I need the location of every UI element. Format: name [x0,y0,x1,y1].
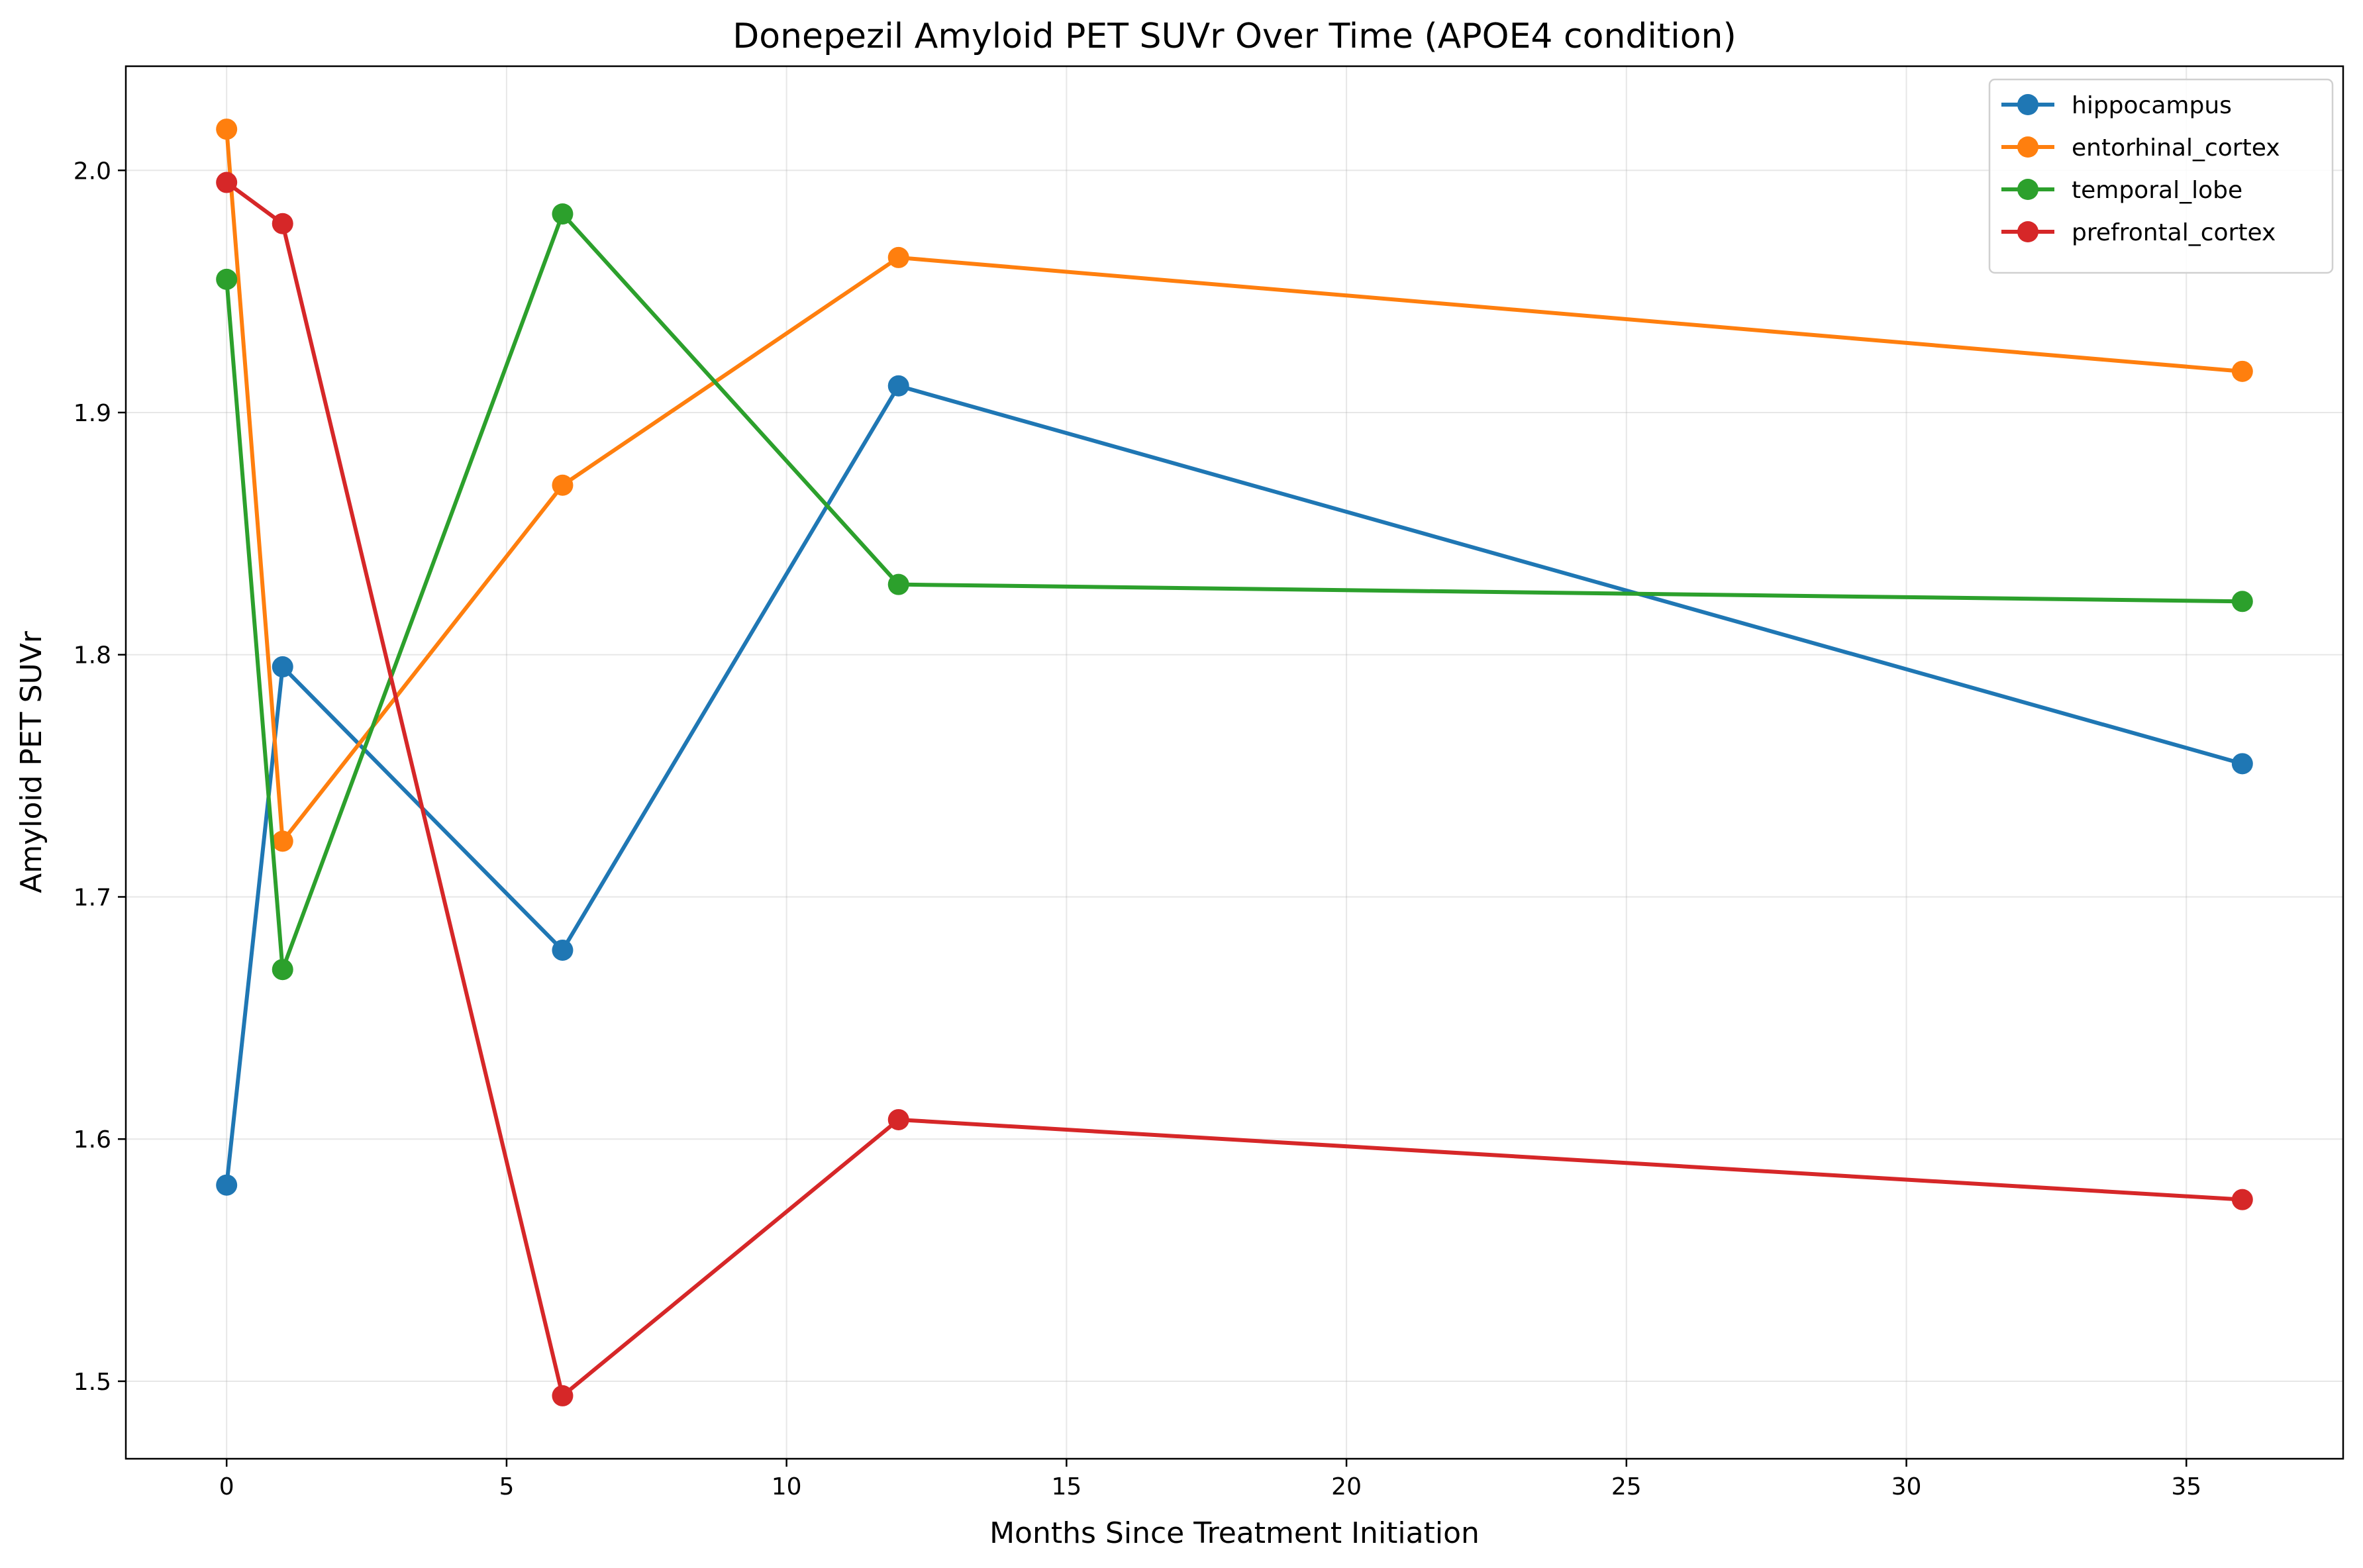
data-point [216,1174,238,1196]
legend-marker [2017,136,2038,158]
legend: hippocampus entorhinal_cortex temporal_lob… [1988,78,2334,274]
x-tick-label: 30 [1891,1473,1922,1500]
series-temporal_lobe [216,203,2253,981]
data-point [887,246,909,268]
legend-item: temporal_lobe [2001,177,2242,204]
series-prefrontal_cortex [216,172,2253,1406]
y-tick-label: 1.5 [74,1369,111,1396]
series-line [225,383,2243,1186]
y-tick-label: 1.7 [74,884,111,911]
grid-lines [126,66,2343,1459]
data-point [216,119,238,140]
x-tick-label: 35 [2171,1473,2201,1500]
y-tick-label: 2.0 [74,158,111,185]
data-point [216,172,238,193]
data-point [552,1385,574,1406]
data-point [272,213,293,234]
data-point [2231,360,2253,382]
legend-marker [2017,179,2038,200]
data-point [2231,591,2253,612]
x-tick-label: 5 [499,1473,514,1500]
series-layer [216,119,2253,1406]
legend-box [1988,78,2334,274]
y-tick-label: 1.9 [74,400,111,427]
legend-item: entorhinal_cortex [2001,134,2280,162]
legend-label: entorhinal_cortex [2072,134,2280,162]
data-point [552,474,574,496]
data-point [552,203,574,225]
data-point [272,959,293,981]
legend-marker [2017,94,2038,115]
data-point [887,1108,909,1130]
plot-frame [125,65,2344,1460]
series-hippocampus [216,375,2253,1196]
series-entorhinal_cortex [216,119,2253,852]
data-point [2231,753,2253,775]
data-point [216,268,238,290]
x-tick-label: 25 [1611,1473,1642,1500]
x-tick-label: 20 [1331,1473,1362,1500]
data-point [272,656,293,678]
y-tick-label: 1.6 [74,1126,111,1153]
legend-label: hippocampus [2072,92,2232,119]
x-tick-label: 10 [772,1473,802,1500]
x-axis-label: Months Since Treatment Initiation [989,1516,1480,1550]
legend-marker [2017,221,2038,242]
legend-label: prefrontal_cortex [2072,219,2276,246]
x-tick-label: 15 [1051,1473,1081,1500]
x-tick-label: 0 [219,1473,234,1500]
series-line [225,212,2242,972]
series-line [225,128,2243,844]
data-point [887,573,909,595]
legend-label: temporal_lobe [2072,177,2242,204]
data-point [552,939,574,961]
y-tick-label: 1.8 [74,642,111,669]
axis-ticks: 0 5 10 15 20 25 30 35 1.5 1.6 1.7 1.8 1.9 2.0 [74,158,2201,1500]
data-point [887,375,909,397]
y-axis-label: Amyloid PET SUVr [15,630,48,893]
chart-title: Donepezil Amyloid PET SUVr Over Time (AP… [732,17,1736,56]
data-point [272,830,293,852]
legend-item: prefrontal_cortex [2001,219,2276,246]
series-line [225,181,2242,1398]
legend-item: hippocampus [2001,92,2232,119]
data-point [2231,1189,2253,1210]
